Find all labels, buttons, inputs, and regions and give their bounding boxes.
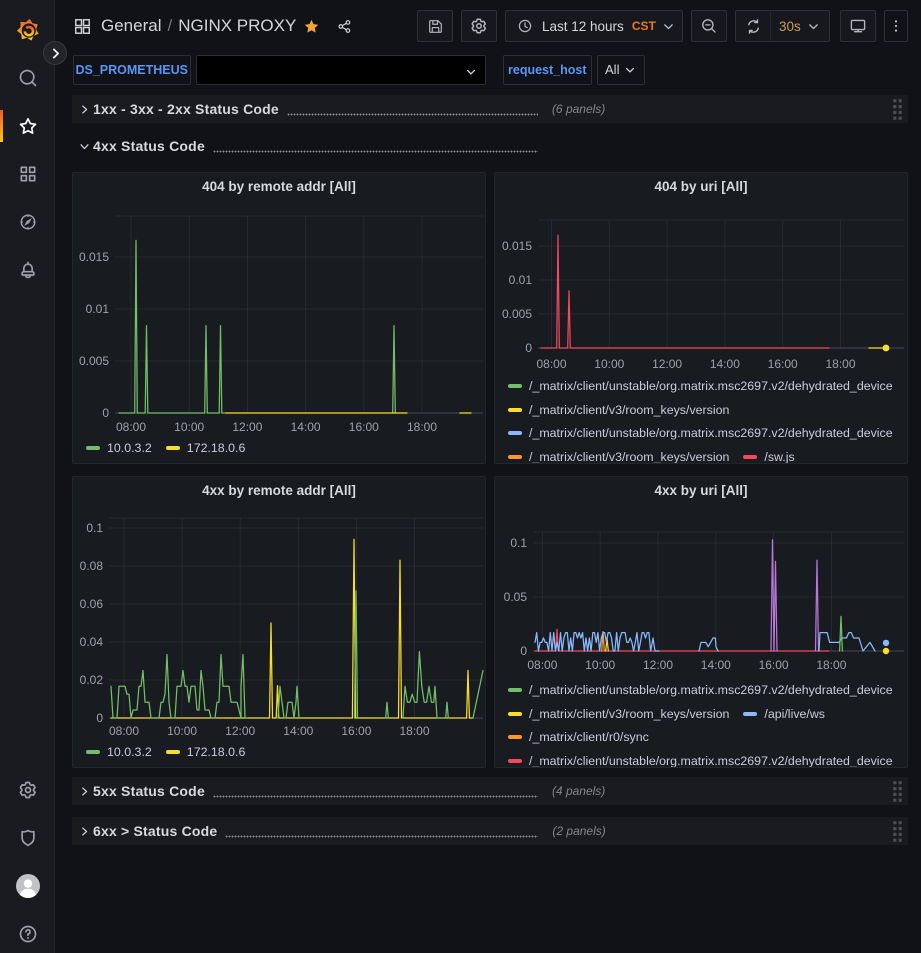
svg-text:0.1: 0.1: [510, 536, 527, 550]
svg-text:10:00: 10:00: [174, 420, 204, 434]
svg-text:10:00: 10:00: [594, 357, 624, 371]
svg-text:0.1: 0.1: [86, 521, 103, 535]
svg-text:08:00: 08:00: [527, 658, 557, 672]
svg-text:0.01: 0.01: [86, 302, 110, 316]
svg-text:0.005: 0.005: [79, 354, 109, 368]
svg-text:14:00: 14:00: [710, 357, 740, 371]
svg-text:0.02: 0.02: [80, 673, 104, 687]
svg-text:18:00: 18:00: [825, 357, 855, 371]
svg-text:18:00: 18:00: [407, 420, 437, 434]
svg-text:0.015: 0.015: [502, 239, 532, 253]
svg-text:08:00: 08:00: [116, 420, 146, 434]
svg-text:18:00: 18:00: [399, 724, 429, 738]
svg-text:14:00: 14:00: [701, 658, 731, 672]
svg-text:0.015: 0.015: [79, 250, 109, 264]
svg-text:12:00: 12:00: [652, 357, 682, 371]
svg-text:0.05: 0.05: [504, 590, 528, 604]
svg-text:0.08: 0.08: [80, 559, 104, 573]
svg-text:0: 0: [520, 644, 527, 658]
svg-text:0.04: 0.04: [80, 635, 104, 649]
svg-text:0: 0: [96, 711, 103, 725]
svg-text:08:00: 08:00: [536, 357, 566, 371]
svg-text:14:00: 14:00: [283, 724, 313, 738]
svg-text:08:00: 08:00: [109, 724, 139, 738]
svg-text:0: 0: [102, 406, 109, 420]
svg-text:10:00: 10:00: [167, 724, 197, 738]
svg-text:0: 0: [525, 341, 532, 355]
svg-text:0.005: 0.005: [502, 307, 532, 321]
svg-text:14:00: 14:00: [291, 420, 321, 434]
svg-text:12:00: 12:00: [232, 420, 262, 434]
svg-text:10:00: 10:00: [585, 658, 615, 672]
svg-text:12:00: 12:00: [225, 724, 255, 738]
svg-text:16:00: 16:00: [341, 724, 371, 738]
svg-text:0.06: 0.06: [80, 597, 104, 611]
svg-text:16:00: 16:00: [768, 357, 798, 371]
svg-text:0.01: 0.01: [509, 273, 533, 287]
svg-text:18:00: 18:00: [816, 658, 846, 672]
svg-text:16:00: 16:00: [349, 420, 379, 434]
svg-text:12:00: 12:00: [643, 658, 673, 672]
svg-text:16:00: 16:00: [759, 658, 789, 672]
